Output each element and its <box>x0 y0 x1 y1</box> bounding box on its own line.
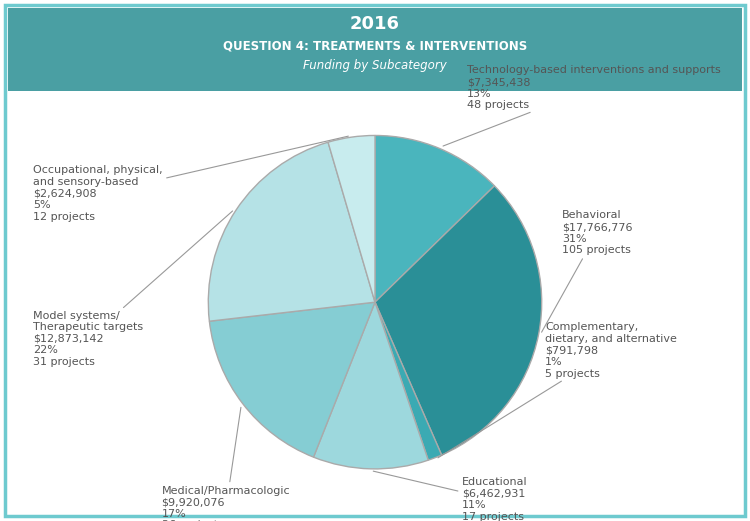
Text: Technology-based interventions and supports
$7,345,438
13%
48 projects: Technology-based interventions and suppo… <box>443 66 721 146</box>
Bar <box>8 8 742 91</box>
Text: Behavioral
$17,766,776
31%
105 projects: Behavioral $17,766,776 31% 105 projects <box>542 210 632 332</box>
Wedge shape <box>328 135 375 302</box>
Wedge shape <box>375 186 542 455</box>
Text: 2016: 2016 <box>350 15 400 33</box>
Wedge shape <box>209 142 375 321</box>
Wedge shape <box>209 302 375 457</box>
Text: QUESTION 4: TREATMENTS & INTERVENTIONS: QUESTION 4: TREATMENTS & INTERVENTIONS <box>223 40 527 53</box>
Wedge shape <box>375 135 494 302</box>
Text: Occupational, physical,
and sensory-based
$2,624,908
5%
12 projects: Occupational, physical, and sensory-base… <box>33 136 348 222</box>
Wedge shape <box>375 302 442 460</box>
Text: Educational
$6,462,931
11%
17 projects: Educational $6,462,931 11% 17 projects <box>374 471 527 521</box>
Text: Medical/Pharmacologic
$9,920,076
17%
36 projects: Medical/Pharmacologic $9,920,076 17% 36 … <box>161 407 290 521</box>
Text: Complementary,
dietary, and alternative
$791,798
1%
5 projects: Complementary, dietary, and alternative … <box>438 322 677 458</box>
Text: Model systems/
Therapeutic targets
$12,873,142
22%
31 projects: Model systems/ Therapeutic targets $12,8… <box>33 211 232 367</box>
Wedge shape <box>314 302 428 469</box>
Text: Funding by Subcategory: Funding by Subcategory <box>303 58 447 71</box>
